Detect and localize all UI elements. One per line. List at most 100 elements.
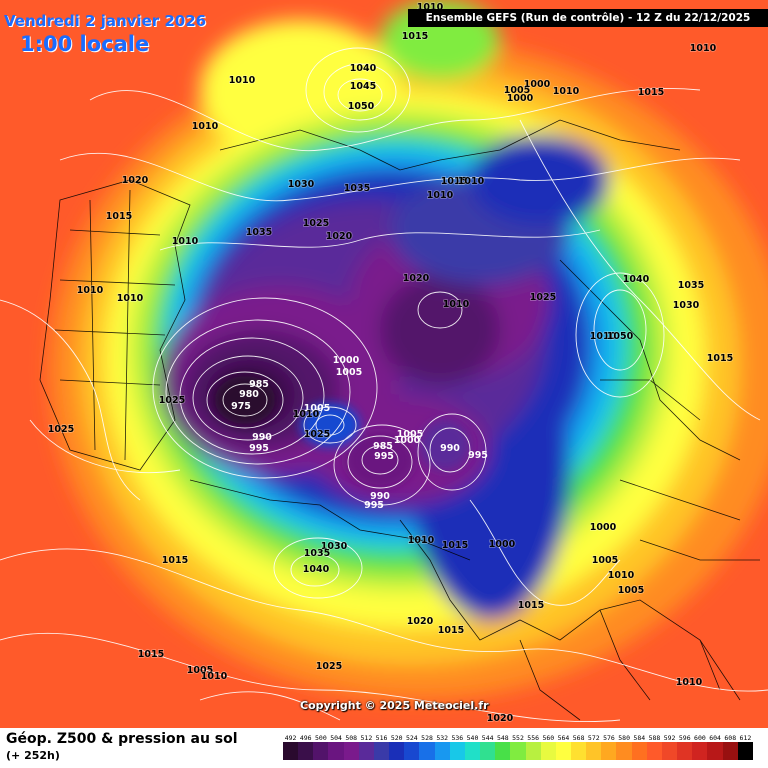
local-time: 1:00 locale [20, 32, 150, 56]
scale-value: 532 [436, 734, 449, 742]
scale-value: 608 [724, 734, 737, 742]
forecast-map: 1010 1015 1010 1010 1040 1045 1050 1005 1000 1000… [0, 0, 768, 728]
pressure-label: 1005 [397, 429, 423, 440]
scale-value: 576 [603, 734, 615, 742]
pressure-label: 1025 [159, 395, 185, 406]
pressure-label: 1010 [117, 293, 144, 304]
scale-value: 524 [405, 734, 418, 742]
pressure-label: 995 [468, 450, 488, 461]
scale-value: 588 [648, 734, 661, 742]
scale-swatch [707, 742, 723, 760]
pressure-label: 1035 [304, 548, 330, 559]
scale-value: 504 [330, 734, 342, 742]
scale-swatch [328, 742, 344, 760]
pressure-label: 1035 [344, 183, 370, 194]
scale-value: 580 [618, 734, 630, 742]
pressure-label: 995 [249, 443, 269, 454]
pressure-label: 1040 [350, 63, 377, 74]
scale-value: 548 [496, 734, 509, 742]
scale-swatch [510, 742, 526, 760]
pressure-label: 1005 [592, 555, 618, 566]
pressure-label: 1025 [303, 218, 329, 229]
pressure-label: 990 [252, 432, 272, 443]
forecast-step: (+ 252h) [6, 749, 60, 762]
pressure-label: 1010 [192, 121, 219, 132]
pressure-label: 1035 [678, 280, 704, 291]
scale-value: 552 [512, 734, 524, 742]
scale-swatch [570, 742, 587, 760]
valid-date: Vendredi 2 janvier 2026 [4, 12, 207, 30]
pressure-label: 1015 [402, 31, 428, 42]
scale-swatch [404, 742, 420, 760]
scale-swatch [389, 742, 405, 760]
scale-swatch [525, 742, 541, 760]
pressure-label: 1025 [316, 661, 342, 672]
scale-value: 520 [390, 734, 403, 742]
pressure-label: 990 [370, 491, 390, 502]
run-info-banner: Ensemble GEFS (Run de contrôle) - 12 Z d… [408, 9, 768, 27]
pressure-label: 1000 [524, 79, 551, 90]
pressure-label: 1010 [553, 86, 580, 97]
pressure-label: 1040 [623, 274, 650, 285]
scale-value: 604 [709, 734, 721, 742]
scale-swatch [692, 742, 708, 760]
pressure-label: 1015 [442, 540, 468, 551]
pressure-label: 1010 [676, 677, 703, 688]
pressure-label: 1020 [487, 713, 514, 724]
pressure-label: 1000 [333, 355, 360, 366]
map-footer: Géop. Z500 & pression au sol (+ 252h) 49… [0, 728, 768, 768]
pressure-label: 1010 [590, 331, 617, 342]
scale-swatch [434, 742, 450, 760]
scale-swatch [555, 742, 571, 760]
scale-value: 560 [542, 734, 555, 742]
pressure-label: 1020 [122, 175, 149, 186]
pressure-label: 1005 [618, 585, 644, 596]
pressure-label: 1010 [229, 75, 256, 86]
pressure-label: 1020 [403, 273, 430, 284]
pressure-label: 1020 [407, 616, 434, 627]
pressure-label: 1050 [607, 331, 634, 342]
scale-swatch [480, 742, 496, 760]
scale-swatch [298, 742, 314, 760]
scale-swatch [601, 742, 617, 760]
scale-value: 500 [315, 734, 327, 742]
scale-value: 584 [633, 734, 646, 742]
scale-value: 496 [299, 734, 312, 742]
pressure-label: 985 [373, 441, 393, 452]
isobar-labels: 1010101510101010104010451050100510001000… [47, 1, 734, 725]
scale-swatch [343, 742, 359, 760]
scale-swatch [358, 742, 374, 760]
pressure-label: 1015 [138, 649, 164, 660]
scale-value: 528 [421, 734, 433, 742]
scale-swatch [586, 742, 602, 760]
coastlines [39, 119, 760, 721]
pressure-label: 1010 [77, 285, 104, 296]
scale-value: 540 [466, 734, 479, 742]
pressure-label: 1010 [608, 570, 635, 581]
scale-swatch [283, 742, 299, 760]
pressure-label: 1005 [304, 403, 330, 414]
copyright-notice: Copyright © 2025 Meteociel.fr [300, 699, 489, 712]
pressure-label: 1035 [246, 227, 272, 238]
pressure-label: 1015 [707, 353, 733, 364]
pressure-label: 1045 [350, 81, 376, 92]
pressure-label: 1015 [438, 625, 464, 636]
pressure-label: 1000 [489, 539, 516, 550]
scale-value: 516 [375, 734, 388, 742]
pressure-label: 1010 [427, 190, 454, 201]
pressure-label: 1030 [321, 541, 348, 552]
pressure-label: 1015 [518, 600, 544, 611]
scale-swatch [495, 742, 511, 760]
scale-swatch [677, 742, 693, 760]
pressure-label: 1010 [201, 671, 228, 682]
pressure-label: 1005 [336, 367, 362, 378]
pressure-label: 1020 [326, 231, 353, 242]
pressure-label: 1015 [638, 87, 664, 98]
geopotential-shading [0, 0, 768, 728]
pressure-label: 1010 [172, 236, 199, 247]
pressure-label: 1005 [504, 85, 530, 96]
pressure-label: 1015 [106, 211, 132, 222]
pressure-label: 1010 [408, 535, 435, 546]
scale-swatch [419, 742, 435, 760]
scale-value: 592 [663, 734, 676, 742]
